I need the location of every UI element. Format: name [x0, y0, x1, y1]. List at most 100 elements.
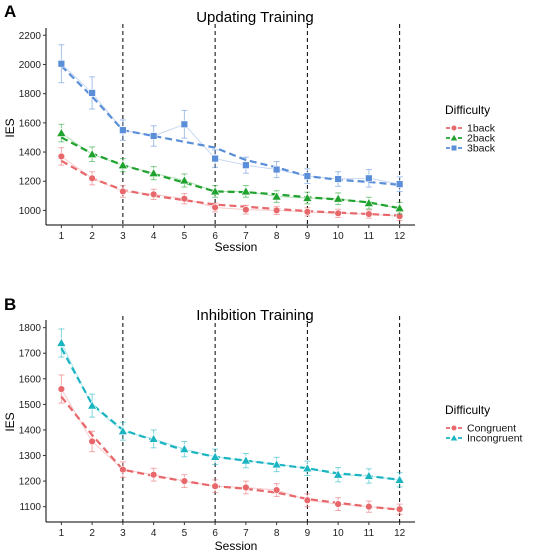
- series-2back: [56, 123, 405, 215]
- data-point: [87, 400, 98, 410]
- data-point: [240, 186, 251, 196]
- legend-key-marker: [450, 124, 458, 132]
- data-point: [271, 459, 282, 469]
- y-tick-label: 1700: [19, 349, 42, 360]
- x-tick-label: 1: [59, 231, 65, 242]
- data-point: [394, 203, 405, 212]
- data-point: [149, 190, 158, 199]
- data-point: [303, 496, 312, 504]
- data-point: [117, 426, 128, 435]
- y-tick-label: 1400: [19, 148, 42, 159]
- data-point: [334, 500, 342, 508]
- data-point: [395, 505, 404, 513]
- y-tick-label: 1200: [19, 477, 42, 488]
- x-tick-label: 10: [333, 528, 345, 539]
- series-trend-line: [60, 396, 400, 511]
- x-axis-title: Session: [215, 240, 258, 254]
- series-1back: [57, 147, 404, 222]
- x-tick-label: 1: [59, 528, 65, 539]
- data-point: [180, 195, 189, 203]
- x-tick-label: 2: [89, 528, 95, 539]
- data-point: [148, 167, 159, 177]
- y-tick-label: 1500: [19, 400, 42, 411]
- legend-key-marker: [449, 133, 459, 142]
- chart-title: Inhibition Training: [196, 307, 314, 324]
- x-tick-label: 4: [151, 528, 157, 539]
- x-tick-label: 8: [274, 528, 280, 539]
- x-tick-label: 3: [120, 528, 126, 539]
- series-observed-line: [61, 63, 400, 185]
- x-tick-label: 4: [151, 231, 157, 242]
- y-tick-label: 1600: [19, 118, 42, 129]
- legend-item: 3back: [446, 143, 496, 155]
- data-point: [87, 149, 98, 158]
- data-point: [117, 159, 128, 169]
- data-point: [179, 175, 190, 185]
- data-point: [334, 175, 342, 183]
- data-point: [149, 470, 158, 479]
- x-tick-label: 9: [305, 528, 311, 539]
- x-tick-label: 7: [243, 528, 249, 539]
- data-point: [240, 455, 251, 465]
- series-congruent: [57, 374, 404, 515]
- chart-title: Updating Training: [196, 9, 314, 26]
- data-point: [148, 433, 159, 443]
- legend-item: 1back: [446, 123, 496, 135]
- y-axis-title: IES: [3, 412, 17, 431]
- series-trend-line: [60, 65, 400, 186]
- data-point: [180, 477, 189, 485]
- x-tick-label: 7: [243, 231, 249, 242]
- y-tick-label: 2000: [19, 60, 42, 71]
- data-point: [333, 469, 344, 479]
- x-tick-label: 9: [305, 231, 311, 242]
- data-point: [57, 385, 66, 393]
- x-tick-label: 11: [364, 231, 375, 242]
- data-point: [57, 60, 66, 68]
- data-point: [272, 165, 281, 174]
- legend-key-marker: [449, 433, 459, 442]
- data-point: [211, 482, 219, 490]
- legend-item: Incongruent: [446, 433, 523, 445]
- legend-label: Congruent: [467, 423, 516, 435]
- legend-key-marker: [450, 424, 458, 432]
- y-tick-label: 1300: [19, 451, 42, 462]
- data-point: [365, 174, 373, 183]
- data-point: [88, 437, 96, 446]
- data-point: [180, 120, 189, 129]
- data-point: [210, 186, 221, 196]
- legend-label: 2back: [467, 133, 496, 145]
- y-tick-label: 1800: [19, 323, 42, 334]
- legend-label: 3back: [467, 143, 496, 155]
- data-point: [88, 174, 96, 183]
- y-tick-label: 1600: [19, 374, 42, 385]
- x-tick-label: 11: [364, 528, 375, 539]
- data-point: [365, 210, 373, 218]
- x-tick-label: 6: [212, 528, 218, 539]
- data-point: [119, 465, 127, 474]
- legend-item: 2back: [446, 133, 496, 145]
- data-point: [242, 483, 250, 492]
- data-point: [302, 463, 313, 473]
- legend-label: Incongruent: [467, 433, 523, 445]
- data-point: [272, 486, 281, 494]
- x-tick-label: 5: [182, 528, 188, 539]
- data-point: [365, 502, 373, 511]
- x-tick-label: 2: [89, 231, 95, 242]
- series-trend-line: [60, 136, 400, 210]
- data-point: [302, 192, 313, 202]
- y-tick-label: 1800: [19, 89, 42, 100]
- data-point: [271, 191, 282, 201]
- data-point: [272, 206, 281, 215]
- data-point: [119, 126, 127, 134]
- y-tick-label: 2200: [19, 31, 42, 42]
- x-tick-label: 12: [394, 528, 406, 539]
- y-axis-title: IES: [3, 118, 17, 137]
- data-point: [333, 193, 344, 203]
- data-point: [210, 451, 221, 461]
- data-point: [57, 152, 66, 161]
- legend-title: Difficulty: [445, 403, 490, 417]
- data-point: [394, 474, 405, 484]
